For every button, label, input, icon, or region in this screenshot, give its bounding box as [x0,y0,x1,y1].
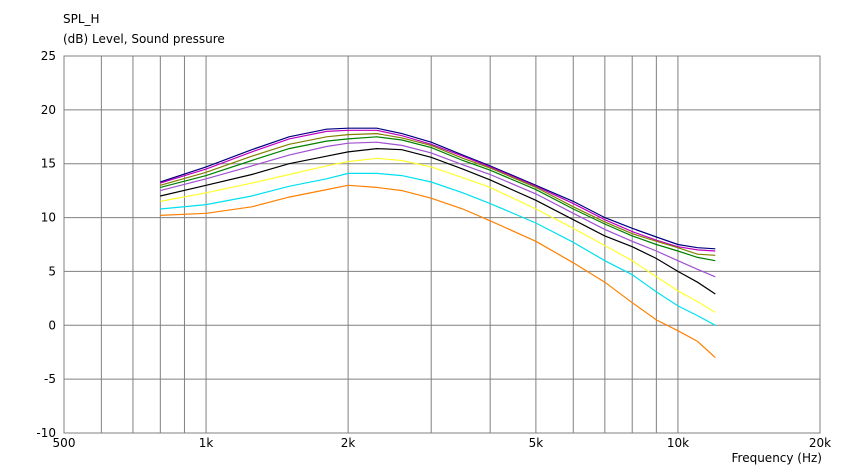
x-tick-label: 1k [199,436,214,450]
series-line-4 [160,136,716,262]
plot-frame [63,55,821,434]
y-tick-label: 0 [48,318,56,332]
y-tick-label: -10 [36,426,56,440]
x-tick-label: 20k [809,436,831,450]
series-line-8 [160,172,716,326]
x-tick-label: 2k [341,436,356,450]
y-tick-label: 5 [48,264,56,278]
x-tick-label: 500 [53,436,76,450]
series-line-2 [160,129,716,252]
series-line-9 [160,184,716,359]
series-line-5 [160,141,716,278]
y-tick-label: 20 [41,103,56,117]
chart-title: SPL_H [63,12,100,26]
y-tick-label: 10 [41,211,56,225]
x-tick-label: 5k [529,436,544,450]
series-line-1 [160,127,716,250]
y-tick-label: 15 [41,157,56,171]
series-line-3 [160,132,716,256]
x-axis-label: Frequency (Hz) [731,451,823,465]
y-tick-label: -5 [44,372,56,386]
series-line-7 [160,157,716,313]
x-tick-label: 10k [667,436,689,450]
series-line-6 [160,147,716,295]
y-axis-label: (dB) Level, Sound pressure [63,32,225,46]
y-tick-label: 25 [41,49,56,63]
